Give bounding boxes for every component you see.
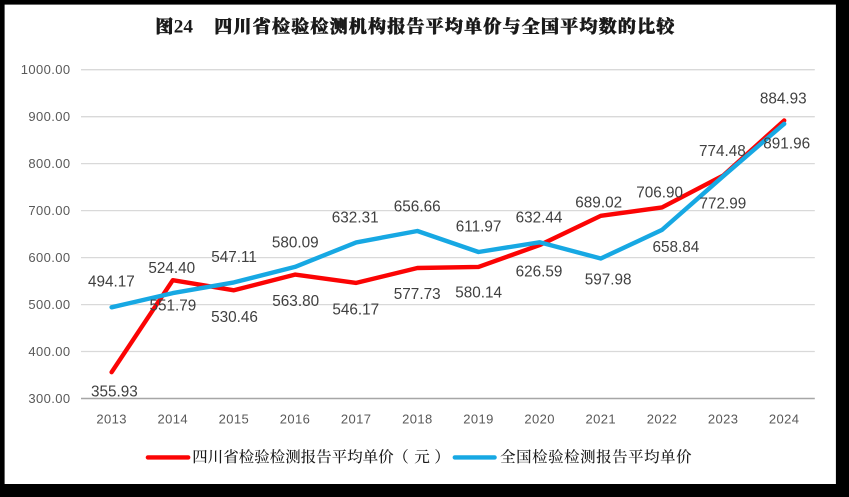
svg-text:656.66: 656.66 [394,199,441,216]
svg-text:494.17: 494.17 [88,273,135,290]
svg-text:2018: 2018 [402,412,433,427]
svg-text:884.93: 884.93 [760,90,807,107]
svg-text:551.79: 551.79 [150,298,197,315]
svg-text:2022: 2022 [647,412,678,427]
svg-text:891.96: 891.96 [763,136,810,153]
svg-text:772.99: 772.99 [700,196,747,213]
svg-text:2024: 2024 [769,412,800,427]
svg-text:24: 24 [174,17,194,38]
svg-text:611.97: 611.97 [456,219,502,236]
svg-text:632.44: 632.44 [516,210,563,227]
svg-text:2019: 2019 [463,412,494,427]
svg-text:547.11: 547.11 [211,249,257,266]
svg-text:355.93: 355.93 [91,384,138,401]
svg-text:2013: 2013 [96,412,127,427]
svg-text:2015: 2015 [219,412,250,427]
svg-text:400.00: 400.00 [28,344,70,359]
svg-text:580.14: 580.14 [455,284,502,301]
svg-text:577.73: 577.73 [394,286,441,303]
svg-text:546.17: 546.17 [332,302,379,319]
svg-text:658.84: 658.84 [653,239,700,256]
svg-text:597.98: 597.98 [585,271,632,288]
svg-text:2017: 2017 [341,412,372,427]
svg-text:774.48: 774.48 [699,143,746,160]
svg-text:500.00: 500.00 [28,297,70,312]
svg-text:632.31: 632.31 [332,210,379,227]
svg-text:689.02: 689.02 [575,195,622,212]
svg-text:1000.00: 1000.00 [21,62,71,77]
svg-text:563.80: 563.80 [272,293,319,310]
svg-text:2020: 2020 [524,412,555,427]
svg-text:530.46: 530.46 [211,309,258,326]
svg-text:2014: 2014 [158,412,189,427]
svg-text:2016: 2016 [280,412,311,427]
svg-text:580.09: 580.09 [272,235,319,252]
svg-text:800.00: 800.00 [28,156,70,171]
svg-text:2021: 2021 [586,412,617,427]
svg-text:600.00: 600.00 [28,250,70,265]
svg-text:700.00: 700.00 [28,203,70,218]
svg-text:900.00: 900.00 [28,109,70,124]
svg-text:524.40: 524.40 [148,260,195,277]
svg-text:300.00: 300.00 [28,391,70,406]
svg-text:706.90: 706.90 [636,185,683,202]
svg-text:2023: 2023 [708,412,739,427]
svg-text:626.59: 626.59 [516,264,563,281]
